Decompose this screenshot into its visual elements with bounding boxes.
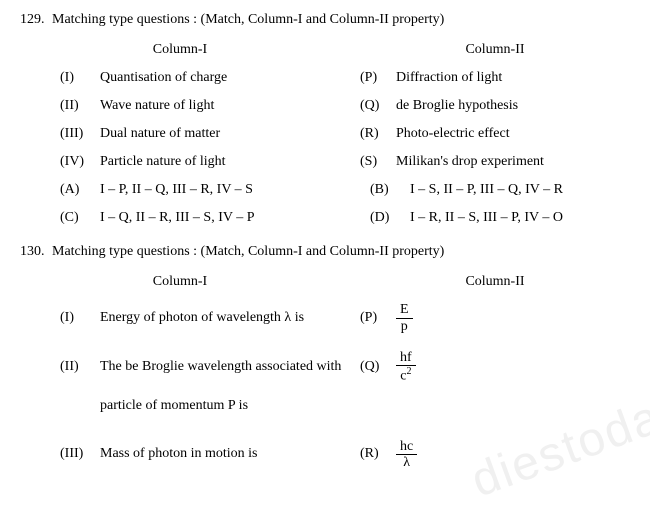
q130-row-1: (I) Energy of photon of wavelength λ is …	[20, 302, 630, 334]
q129-r1-right-text: Diffraction of light	[396, 70, 630, 86]
q129-r2-right-text: de Broglie hypothesis	[396, 98, 630, 114]
q129-r3-right-text: Photo-electric effect	[396, 126, 630, 142]
q129-row-2: (II) Wave nature of light (Q) de Broglie…	[20, 98, 630, 114]
q130-r2-left-label: (II)	[60, 359, 100, 375]
q129-options-row-1: (A) I – P, II – Q, III – R, IV – S (B) I…	[20, 182, 630, 198]
q129-row-4: (IV) Particle nature of light (S) Milika…	[20, 154, 630, 170]
q130-r2-fraction: hf c2	[396, 350, 630, 384]
q129-r4-left-label: (IV)	[60, 154, 100, 170]
q129-r2-right-label: (Q)	[360, 98, 396, 114]
q130-r3-right-label: (R)	[360, 446, 396, 462]
q129-r1-left-text: Quantisation of charge	[100, 70, 360, 86]
page-content: 129. Matching type questions : (Match, C…	[20, 12, 630, 470]
q129-opt-a-text: I – P, II – Q, III – R, IV – S	[100, 182, 370, 198]
q130-r2-left-text-1: The be Broglie wavelength associated wit…	[100, 359, 360, 375]
q130-r2-frac-den: c2	[396, 366, 415, 384]
q130-row-2b: particle of momentum P is	[20, 390, 630, 422]
q130-col1-header: Column-I	[20, 274, 300, 290]
q129-r3-right-label: (R)	[360, 126, 396, 142]
q129-col1-header: Column-I	[20, 42, 300, 58]
q129-opt-d-label: (D)	[370, 210, 410, 226]
q129-row-1: (I) Quantisation of charge (P) Diffracti…	[20, 70, 630, 86]
question-130: 130. Matching type questions : (Match, C…	[20, 244, 630, 470]
q130-number: 130.	[20, 244, 52, 260]
q130-r3-left-text: Mass of photon in motion is	[100, 446, 360, 462]
q129-row-3: (III) Dual nature of matter (R) Photo-el…	[20, 126, 630, 142]
q129-prompt: Matching type questions : (Match, Column…	[52, 12, 630, 28]
q129-r1-left-label: (I)	[60, 70, 100, 86]
q130-r2-right-label: (Q)	[360, 359, 396, 375]
q130-r2-left-text-2: particle of momentum P is	[100, 398, 360, 414]
q130-r1-frac-den: p	[397, 319, 412, 334]
question-129: 129. Matching type questions : (Match, C…	[20, 12, 630, 226]
q129-opt-a-label: (A)	[60, 182, 100, 198]
q129-r4-left-text: Particle nature of light	[100, 154, 360, 170]
q129-r2-left-label: (II)	[60, 98, 100, 114]
q129-r3-left-text: Dual nature of matter	[100, 126, 360, 142]
q129-options-row-2: (C) I – Q, II – R, III – S, IV – P (D) I…	[20, 210, 630, 226]
q129-r4-right-text: Milikan's drop experiment	[396, 154, 630, 170]
q129-r1-right-label: (P)	[360, 70, 396, 86]
q129-col2-header: Column-II	[300, 42, 630, 58]
q130-r3-fraction: hc λ	[396, 439, 630, 471]
q130-r2-frac-num: hf	[396, 350, 416, 366]
q130-r1-frac-num: E	[396, 302, 413, 318]
q129-r4-right-label: (S)	[360, 154, 396, 170]
q129-r2-left-text: Wave nature of light	[100, 98, 360, 114]
q129-opt-b-text: I – S, II – P, III – Q, IV – R	[410, 182, 630, 198]
q130-prompt: Matching type questions : (Match, Column…	[52, 244, 630, 260]
q129-number: 129.	[20, 12, 52, 28]
q130-r1-left-text: Energy of photon of wavelength λ is	[100, 310, 360, 326]
q130-r3-left-label: (III)	[60, 446, 100, 462]
q129-r3-left-label: (III)	[60, 126, 100, 142]
q130-r1-fraction: E p	[396, 302, 630, 334]
q130-row-3: (III) Mass of photon in motion is (R) hc…	[20, 438, 630, 470]
q129-opt-d-text: I – R, II – S, III – P, IV – O	[410, 210, 630, 226]
q130-r3-frac-num: hc	[396, 439, 417, 455]
q130-r3-frac-den: λ	[399, 455, 414, 470]
q130-r1-right-label: (P)	[360, 310, 396, 326]
q130-col2-header: Column-II	[300, 274, 630, 290]
q130-r1-left-label: (I)	[60, 310, 100, 326]
q129-opt-b-label: (B)	[370, 182, 410, 198]
q130-row-2a: (II) The be Broglie wavelength associate…	[20, 350, 630, 384]
q129-opt-c-text: I – Q, II – R, III – S, IV – P	[100, 210, 370, 226]
q129-opt-c-label: (C)	[60, 210, 100, 226]
